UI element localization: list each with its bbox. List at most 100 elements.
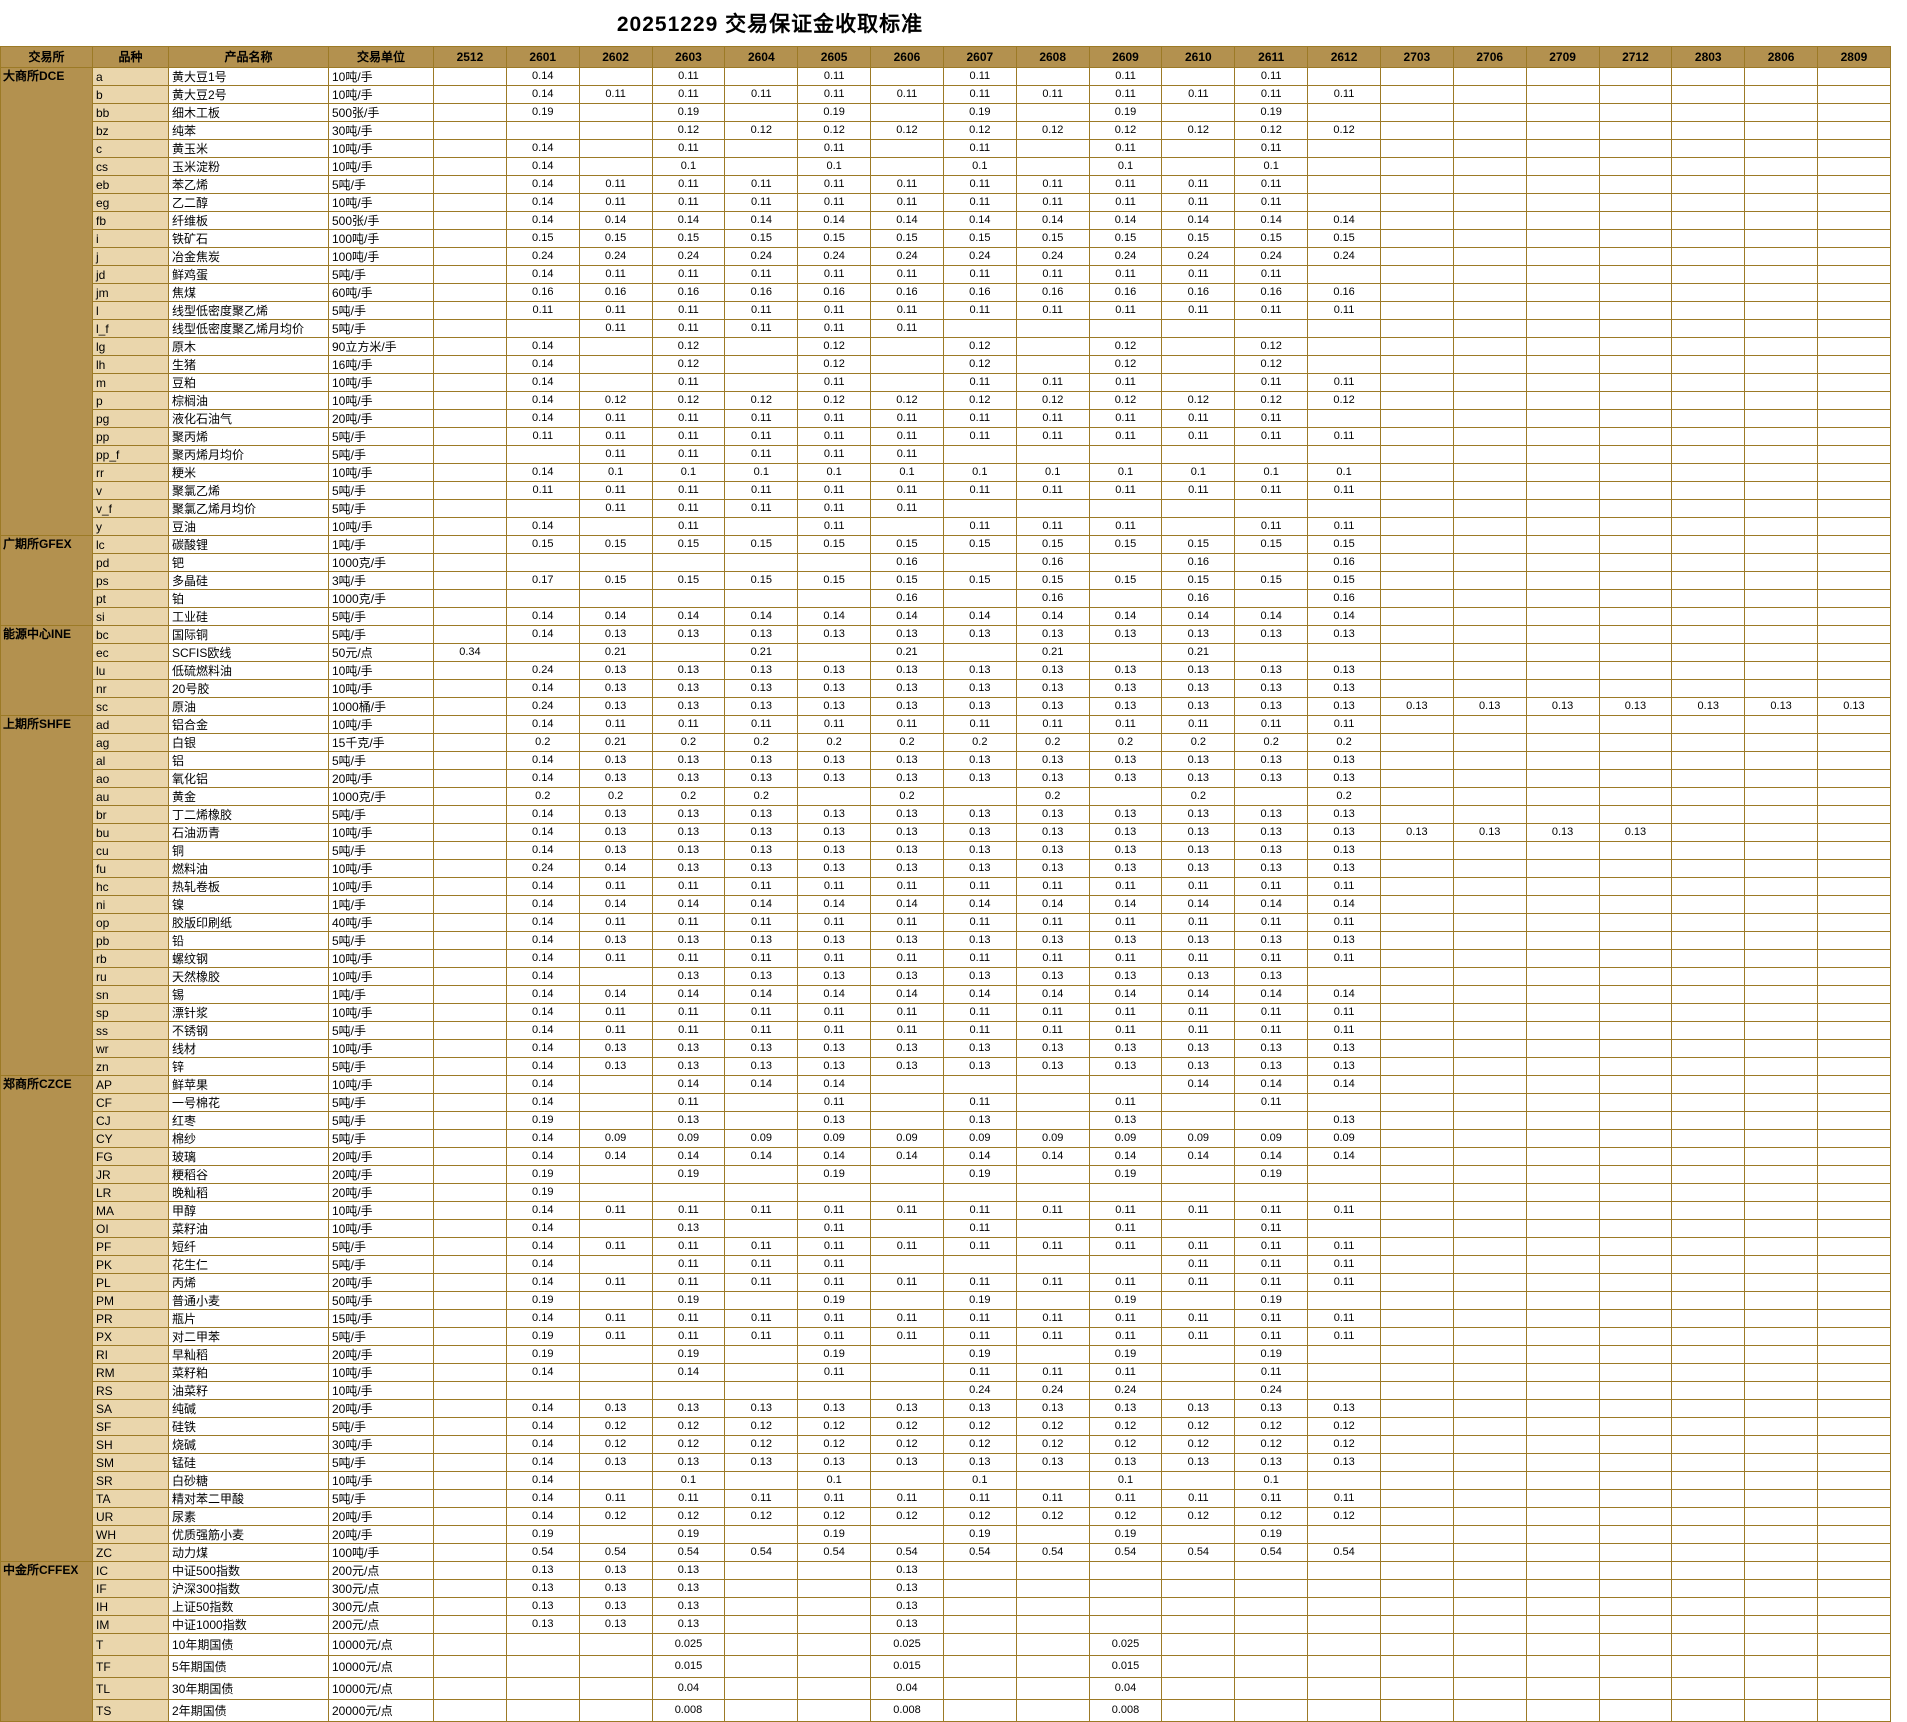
margin-value-cell[interactable] xyxy=(1671,1525,1746,1544)
margin-value-cell[interactable]: 0.13 xyxy=(1015,697,1090,716)
margin-value-cell[interactable] xyxy=(1525,1543,1600,1562)
product-name-cell[interactable]: 棕榈油 xyxy=(168,391,329,410)
margin-value-cell[interactable]: 0.13 xyxy=(1088,805,1163,824)
product-name-cell[interactable]: 粳稻谷 xyxy=(168,1165,329,1184)
margin-value-cell[interactable]: 0.11 xyxy=(724,427,799,446)
margin-value-cell[interactable] xyxy=(1744,517,1819,536)
margin-value-cell[interactable]: 0.11 xyxy=(1307,301,1381,320)
margin-value-cell[interactable] xyxy=(1452,1165,1527,1184)
margin-value-cell[interactable]: 0.15 xyxy=(651,229,726,248)
margin-value-cell[interactable] xyxy=(1379,859,1454,878)
margin-value-cell[interactable] xyxy=(1671,193,1746,212)
margin-value-cell[interactable]: 0.11 xyxy=(505,427,580,446)
margin-value-cell[interactable]: 0.21 xyxy=(1161,643,1236,662)
margin-value-cell[interactable] xyxy=(1817,1165,1891,1184)
variety-code-cell[interactable]: l_f xyxy=(92,319,169,338)
margin-value-cell[interactable]: 0.11 xyxy=(797,877,872,896)
margin-value-cell[interactable]: 0.2 xyxy=(1161,733,1236,752)
margin-value-cell[interactable] xyxy=(1525,1399,1600,1418)
margin-value-cell[interactable] xyxy=(1817,733,1891,752)
margin-value-cell[interactable]: 0.13 xyxy=(1015,751,1090,770)
margin-value-cell[interactable] xyxy=(870,1471,944,1490)
margin-value-cell[interactable] xyxy=(1598,1699,1673,1722)
margin-value-cell[interactable] xyxy=(1817,1363,1891,1382)
margin-value-cell[interactable] xyxy=(433,1471,507,1490)
margin-value-cell[interactable] xyxy=(1671,859,1746,878)
margin-value-cell[interactable]: 0.13 xyxy=(1161,1039,1236,1058)
margin-value-cell[interactable] xyxy=(1598,1111,1673,1130)
margin-value-cell[interactable]: 0.11 xyxy=(942,913,1017,932)
margin-value-cell[interactable] xyxy=(1161,373,1236,392)
margin-value-cell[interactable] xyxy=(433,1309,507,1328)
margin-value-cell[interactable]: 0.54 xyxy=(870,1543,944,1562)
margin-value-cell[interactable] xyxy=(433,1273,507,1292)
margin-value-cell[interactable] xyxy=(870,1291,944,1310)
margin-value-cell[interactable]: 0.11 xyxy=(724,193,799,212)
margin-value-cell[interactable]: 0.11 xyxy=(578,1327,653,1346)
margin-value-cell[interactable]: 0.14 xyxy=(1088,607,1163,626)
margin-value-cell[interactable]: 0.11 xyxy=(1015,1489,1090,1508)
margin-value-cell[interactable]: 0.13 xyxy=(1015,625,1090,644)
margin-value-cell[interactable]: 0.13 xyxy=(1234,769,1309,788)
margin-value-cell[interactable] xyxy=(1744,121,1819,140)
margin-value-cell[interactable]: 0.15 xyxy=(578,571,653,590)
margin-value-cell[interactable] xyxy=(1525,1255,1600,1274)
margin-value-cell[interactable]: 0.13 xyxy=(797,931,872,950)
margin-value-cell[interactable]: 0.09 xyxy=(942,1129,1017,1148)
margin-value-cell[interactable] xyxy=(433,697,507,716)
margin-value-cell[interactable]: 0.54 xyxy=(1015,1543,1090,1562)
margin-value-cell[interactable] xyxy=(1379,1381,1454,1400)
margin-value-cell[interactable]: 0.12 xyxy=(724,391,799,410)
margin-value-cell[interactable]: 0.11 xyxy=(1234,1201,1309,1220)
margin-value-cell[interactable] xyxy=(1598,1309,1673,1328)
margin-value-cell[interactable] xyxy=(433,985,507,1004)
margin-value-cell[interactable] xyxy=(1234,319,1309,338)
margin-value-cell[interactable] xyxy=(1598,1057,1673,1076)
margin-value-cell[interactable] xyxy=(505,589,580,608)
margin-value-cell[interactable] xyxy=(1744,805,1819,824)
margin-value-cell[interactable] xyxy=(1598,1615,1673,1634)
margin-value-cell[interactable] xyxy=(1817,1183,1891,1202)
margin-value-cell[interactable]: 0.13 xyxy=(797,1453,872,1472)
margin-value-cell[interactable]: 0.19 xyxy=(942,1291,1017,1310)
margin-value-cell[interactable] xyxy=(1307,1597,1381,1616)
margin-value-cell[interactable] xyxy=(433,1021,507,1040)
margin-value-cell[interactable] xyxy=(1452,1543,1527,1562)
margin-value-cell[interactable] xyxy=(433,1453,507,1472)
margin-value-cell[interactable]: 0.12 xyxy=(870,1507,944,1526)
margin-value-cell[interactable] xyxy=(1379,1039,1454,1058)
margin-value-cell[interactable]: 0.12 xyxy=(724,121,799,140)
margin-value-cell[interactable]: 0.15 xyxy=(870,535,944,554)
margin-value-cell[interactable] xyxy=(1015,499,1090,518)
margin-value-cell[interactable]: 0.14 xyxy=(1015,985,1090,1004)
margin-value-cell[interactable] xyxy=(1598,211,1673,230)
margin-value-cell[interactable] xyxy=(1452,499,1527,518)
margin-value-cell[interactable] xyxy=(1525,1039,1600,1058)
variety-code-cell[interactable]: v xyxy=(92,481,169,500)
margin-value-cell[interactable] xyxy=(1161,499,1236,518)
margin-value-cell[interactable] xyxy=(433,499,507,518)
margin-value-cell[interactable]: 0.54 xyxy=(1307,1543,1381,1562)
product-name-cell[interactable]: 中证1000指数 xyxy=(168,1615,329,1634)
variety-code-cell[interactable]: TL xyxy=(92,1677,169,1700)
margin-value-cell[interactable]: 0.13 xyxy=(1015,805,1090,824)
margin-value-cell[interactable]: 0.14 xyxy=(797,607,872,626)
variety-code-cell[interactable]: ni xyxy=(92,895,169,914)
margin-value-cell[interactable]: 0.11 xyxy=(1088,1093,1163,1112)
margin-value-cell[interactable]: 0.13 xyxy=(870,967,944,986)
variety-code-cell[interactable]: WH xyxy=(92,1525,169,1544)
margin-value-cell[interactable] xyxy=(1525,445,1600,464)
margin-value-cell[interactable] xyxy=(1671,823,1746,842)
margin-value-cell[interactable] xyxy=(1744,1525,1819,1544)
margin-value-cell[interactable] xyxy=(1671,121,1746,140)
variety-code-cell[interactable]: pd xyxy=(92,553,169,572)
margin-value-cell[interactable] xyxy=(1525,535,1600,554)
product-name-cell[interactable]: 10年期国债 xyxy=(168,1633,329,1656)
margin-value-cell[interactable]: 0.11 xyxy=(1307,517,1381,536)
margin-value-cell[interactable]: 0.1 xyxy=(1307,463,1381,482)
margin-value-cell[interactable]: 0.11 xyxy=(1088,1327,1163,1346)
margin-value-cell[interactable] xyxy=(433,1255,507,1274)
variety-code-cell[interactable]: pt xyxy=(92,589,169,608)
margin-value-cell[interactable]: 0.13 xyxy=(1744,697,1819,716)
margin-value-cell[interactable] xyxy=(942,1561,1017,1580)
